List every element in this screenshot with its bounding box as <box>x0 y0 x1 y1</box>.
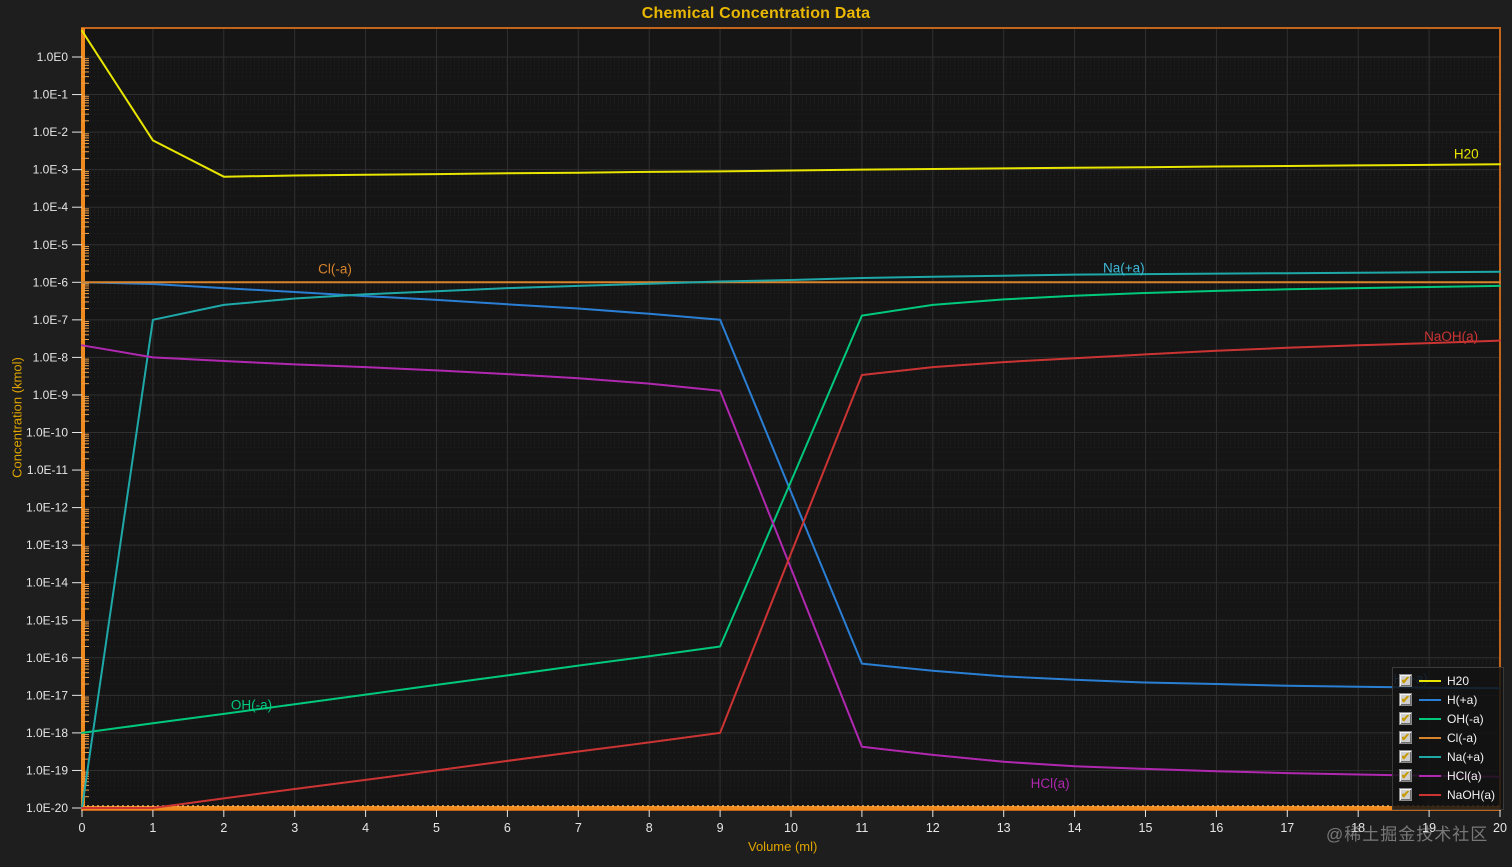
series-label-HCl(a): HCl(a) <box>1031 776 1070 791</box>
legend-item-H20[interactable]: ✔ H20 <box>1399 671 1503 690</box>
legend-checkbox-Cl(-a)[interactable]: ✔ <box>1399 731 1412 744</box>
series-line-OH(-a) <box>81 284 1501 734</box>
y-tick-label: 1.0E-19 <box>26 763 68 777</box>
x-tick-label: 2 <box>220 821 227 835</box>
x-tick-label: 10 <box>784 821 798 835</box>
legend-label: H20 <box>1447 673 1470 688</box>
x-tick-label: 19 <box>1422 821 1436 835</box>
series-line-H(+a) <box>81 281 1501 690</box>
y-tick-label: 1.0E-20 <box>26 801 68 815</box>
watermark: @稀土掘金技术社区 <box>1326 825 1489 844</box>
legend-item-NaOH(a)[interactable]: ✔ NaOH(a) <box>1399 785 1503 804</box>
x-tick-label: 14 <box>1068 821 1082 835</box>
x-tick-label: 13 <box>997 821 1011 835</box>
legend-checkbox-NaOH(a)[interactable]: ✔ <box>1399 788 1412 801</box>
x-tick-label: 17 <box>1280 821 1294 835</box>
legend-line-sample <box>1419 755 1441 758</box>
legend-label: Na(+a) <box>1447 749 1485 764</box>
legend-line-sample <box>1419 679 1441 682</box>
series-line-NaOH(a) <box>81 339 1501 809</box>
y-tick-label: 1.0E-6 <box>33 275 69 289</box>
legend-checkbox-HCl(a)[interactable]: ✔ <box>1399 769 1412 782</box>
y-tick-label: 1.0E-18 <box>26 726 68 740</box>
y-tick-label: 1.0E-17 <box>26 688 68 702</box>
legend-item-Cl(-a)[interactable]: ✔ Cl(-a) <box>1399 728 1503 747</box>
series-label-OH(-a): OH(-a) <box>231 697 272 712</box>
x-tick-label: 4 <box>362 821 369 835</box>
x-tick-label: 7 <box>575 821 582 835</box>
x-tick-label: 16 <box>1209 821 1223 835</box>
legend-item-OH(-a)[interactable]: ✔ OH(-a) <box>1399 709 1503 728</box>
y-tick-label: 1.0E-7 <box>33 313 69 327</box>
legend-checkbox-H20[interactable]: ✔ <box>1399 674 1412 687</box>
legend-panel[interactable]: ✔ H20 ✔ H(+a) ✔ OH(-a) ✔ Cl(-a) ✔ Na(+a) ✔ HCl(a) ✔ N… <box>1392 667 1504 810</box>
series-label-H20: H20 <box>1454 146 1479 161</box>
legend-item-H(+a)[interactable]: ✔ H(+a) <box>1399 690 1503 709</box>
legend-item-Na(+a)[interactable]: ✔ Na(+a) <box>1399 747 1503 766</box>
y-tick-label: 1.0E0 <box>37 50 69 64</box>
series-label-Na(+a): Na(+a) <box>1103 260 1145 275</box>
x-tick-label: 15 <box>1139 821 1153 835</box>
y-tick-label: 1.0E-5 <box>33 238 69 252</box>
y-tick-label: 1.0E-10 <box>26 426 68 440</box>
x-tick-label: 5 <box>433 821 440 835</box>
y-tick-label: 1.0E-15 <box>26 613 68 627</box>
y-tick-label: 1.0E-9 <box>33 388 69 402</box>
x-axis-title: Volume (ml) <box>748 839 818 854</box>
x-tick-label: 20 <box>1493 821 1507 835</box>
y-tick-label: 1.0E-1 <box>33 88 69 102</box>
series-label-NaOH(a): NaOH(a) <box>1424 329 1478 344</box>
legend-checkbox-OH(-a)[interactable]: ✔ <box>1399 712 1412 725</box>
y-tick-label: 1.0E-3 <box>33 163 69 177</box>
x-tick-label: 1 <box>149 821 156 835</box>
y-tick-label: 1.0E-13 <box>26 538 68 552</box>
y-tick-label: 1.0E-8 <box>33 350 69 364</box>
y-axis-title: Concentration (kmol) <box>9 357 25 478</box>
series-label-Cl(-a): Cl(-a) <box>318 262 352 277</box>
x-tick-label: 8 <box>646 821 653 835</box>
y-tick-label: 1.0E-4 <box>33 200 69 214</box>
legend-line-sample <box>1419 774 1441 777</box>
legend-checkbox-Na(+a)[interactable]: ✔ <box>1399 750 1412 763</box>
y-tick-label: 1.0E-2 <box>33 125 69 139</box>
series-line-H20 <box>81 29 1501 178</box>
y-tick-label: 1.0E-12 <box>26 501 68 515</box>
x-tick-label: 3 <box>291 821 298 835</box>
chart-title: Chemical Concentration Data <box>641 5 871 22</box>
legend-label: HCl(a) <box>1447 768 1482 783</box>
x-tick-label: 6 <box>504 821 511 835</box>
x-tick-label: 0 <box>79 821 86 835</box>
series-line-HCl(a) <box>81 344 1501 778</box>
y-tick-label: 1.0E-16 <box>26 651 68 665</box>
legend-checkbox-H(+a)[interactable]: ✔ <box>1399 693 1412 706</box>
legend-line-sample <box>1419 698 1441 701</box>
legend-item-HCl(a)[interactable]: ✔ HCl(a) <box>1399 766 1503 785</box>
legend-line-sample <box>1419 717 1441 720</box>
legend-label: OH(-a) <box>1447 711 1484 726</box>
series-line-Na(+a) <box>81 270 1501 809</box>
y-tick-label: 1.0E-11 <box>27 463 68 477</box>
x-tick-label: 12 <box>926 821 940 835</box>
x-tick-label: 9 <box>717 821 724 835</box>
x-tick-label: 18 <box>1351 821 1365 835</box>
legend-line-sample <box>1419 736 1441 739</box>
legend-label: Cl(-a) <box>1447 730 1477 745</box>
legend-line-sample <box>1419 793 1441 796</box>
x-tick-label: 11 <box>855 821 868 835</box>
legend-label: NaOH(a) <box>1447 787 1496 802</box>
legend-label: H(+a) <box>1447 692 1478 707</box>
y-tick-label: 1.0E-14 <box>26 576 68 590</box>
